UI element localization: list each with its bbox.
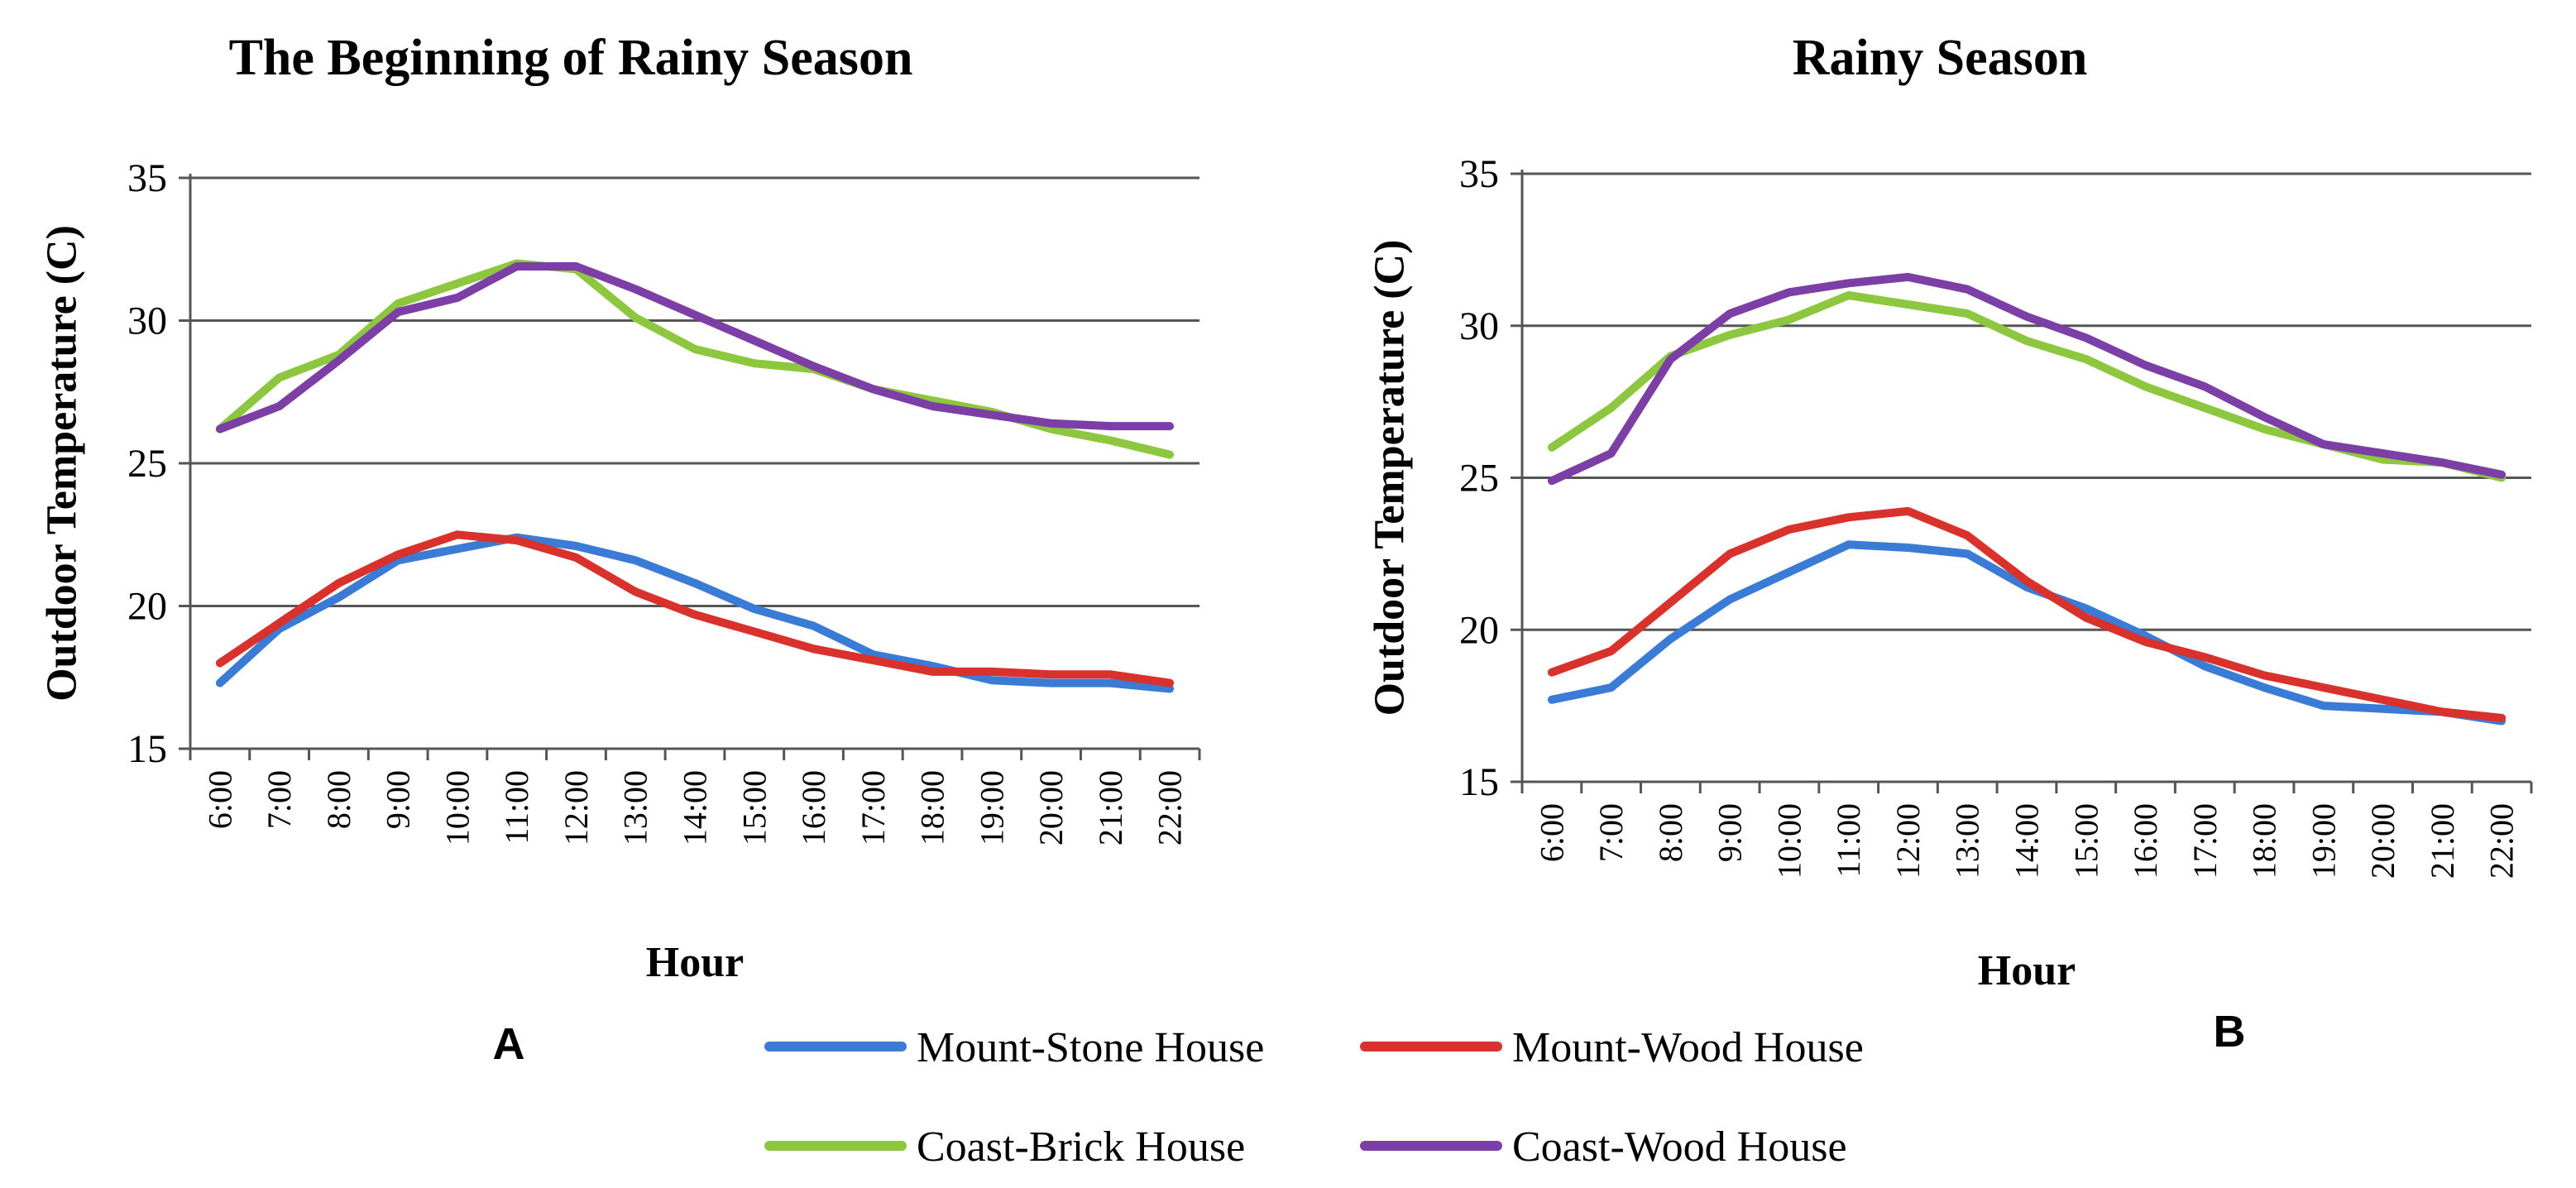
x-tick-label: 14:00 (677, 770, 714, 845)
y-tick-label: 20 (1459, 608, 1499, 652)
x-tick-label: 6:00 (1533, 803, 1570, 862)
series-line-coast-wood-house (215, 262, 1175, 434)
x-tick-label: 8:00 (320, 770, 357, 829)
x-tick-label: 13:00 (617, 770, 654, 845)
x-tick-label: 14:00 (2009, 803, 2046, 879)
x-tick-label: 13:00 (1949, 803, 1986, 879)
x-tick-label: 15:00 (735, 770, 773, 845)
x-tick-label: 19:00 (2305, 803, 2342, 879)
y-tick-label: 20 (127, 585, 167, 629)
chart-title: The Beginning of Rainy Season (229, 30, 913, 86)
y-tick-label: 30 (1459, 304, 1499, 348)
y-tick-label: 30 (127, 299, 167, 343)
y-tick-label: 15 (127, 727, 167, 771)
y-tick-label: 25 (127, 442, 167, 486)
series-line-coast-wood-house (1547, 272, 2507, 486)
panel-label: B (2214, 1007, 2246, 1056)
x-tick-label: 16:00 (2127, 803, 2164, 879)
legend-label: Mount-Wood House (1512, 1024, 1864, 1071)
x-tick-label: 10:00 (438, 770, 476, 845)
series-line-mount-wood-house (215, 530, 1175, 687)
x-tick-label: 17:00 (855, 770, 892, 845)
chart-title: Rainy Season (1793, 30, 2088, 86)
series-line-coast-brick-house (215, 259, 1175, 459)
y-axis-title: Outdoor Temperature (C) (1367, 240, 1414, 716)
y-axis-title: Outdoor Temperature (C) (39, 225, 86, 702)
panel-label: A (493, 1019, 525, 1069)
x-tick-label: 22:00 (1152, 770, 1189, 845)
x-tick-label: 15:00 (2067, 803, 2104, 879)
x-tick-label: 22:00 (2483, 803, 2521, 879)
x-tick-label: 7:00 (1592, 803, 1630, 862)
chart-panel-b: Rainy Season 15 20 25 30 35 6:00 7:00 8:00 9:00 10… (1367, 30, 2533, 1056)
legend: Mount-Stone House Mount-Wood House Coast-B… (764, 1024, 1864, 1171)
x-tick-label: 17:00 (2186, 803, 2224, 879)
x-tick-label: 21:00 (1092, 770, 1129, 845)
legend-label: Coast-Brick House (917, 1123, 1245, 1171)
x-tick-label: 12:00 (1889, 803, 1927, 879)
x-axis-title: Hour (646, 939, 744, 986)
x-tick-label: 20:00 (2364, 803, 2401, 879)
x-tick-label: 18:00 (2246, 803, 2283, 879)
y-tick-label: 15 (1459, 760, 1499, 804)
series-line-mount-stone-house (1547, 540, 2507, 726)
x-tick-label: 18:00 (914, 770, 951, 845)
x-tick-label: 21:00 (2424, 803, 2461, 879)
y-tick-label: 35 (1459, 152, 1499, 196)
x-tick-label: 19:00 (973, 770, 1010, 845)
legend-label: Coast-Wood House (1512, 1123, 1847, 1171)
chart-panel-a: The Beginning of Rainy Season 15 20 25 30 35 6… (39, 30, 1201, 1069)
x-tick-label: 9:00 (380, 770, 417, 829)
x-tick-label: 9:00 (1712, 803, 1749, 862)
legend-label: Mount-Stone House (917, 1024, 1264, 1071)
x-tick-label: 10:00 (1770, 803, 1808, 879)
series-line-mount-stone-house (215, 533, 1175, 693)
series-line-mount-wood-house (1547, 506, 2507, 722)
x-tick-label: 6:00 (201, 770, 238, 829)
y-tick-label: 25 (1459, 457, 1499, 501)
x-tick-label: 11:00 (1830, 803, 1867, 878)
x-axis-title: Hour (1978, 947, 2076, 994)
x-tick-label: 7:00 (261, 770, 298, 829)
x-tick-label: 12:00 (558, 770, 595, 845)
y-tick-label: 35 (127, 156, 167, 200)
x-tick-label: 11:00 (498, 770, 535, 845)
x-tick-label: 16:00 (795, 770, 832, 845)
x-tick-label: 20:00 (1032, 770, 1070, 845)
x-tick-label: 8:00 (1652, 803, 1689, 862)
